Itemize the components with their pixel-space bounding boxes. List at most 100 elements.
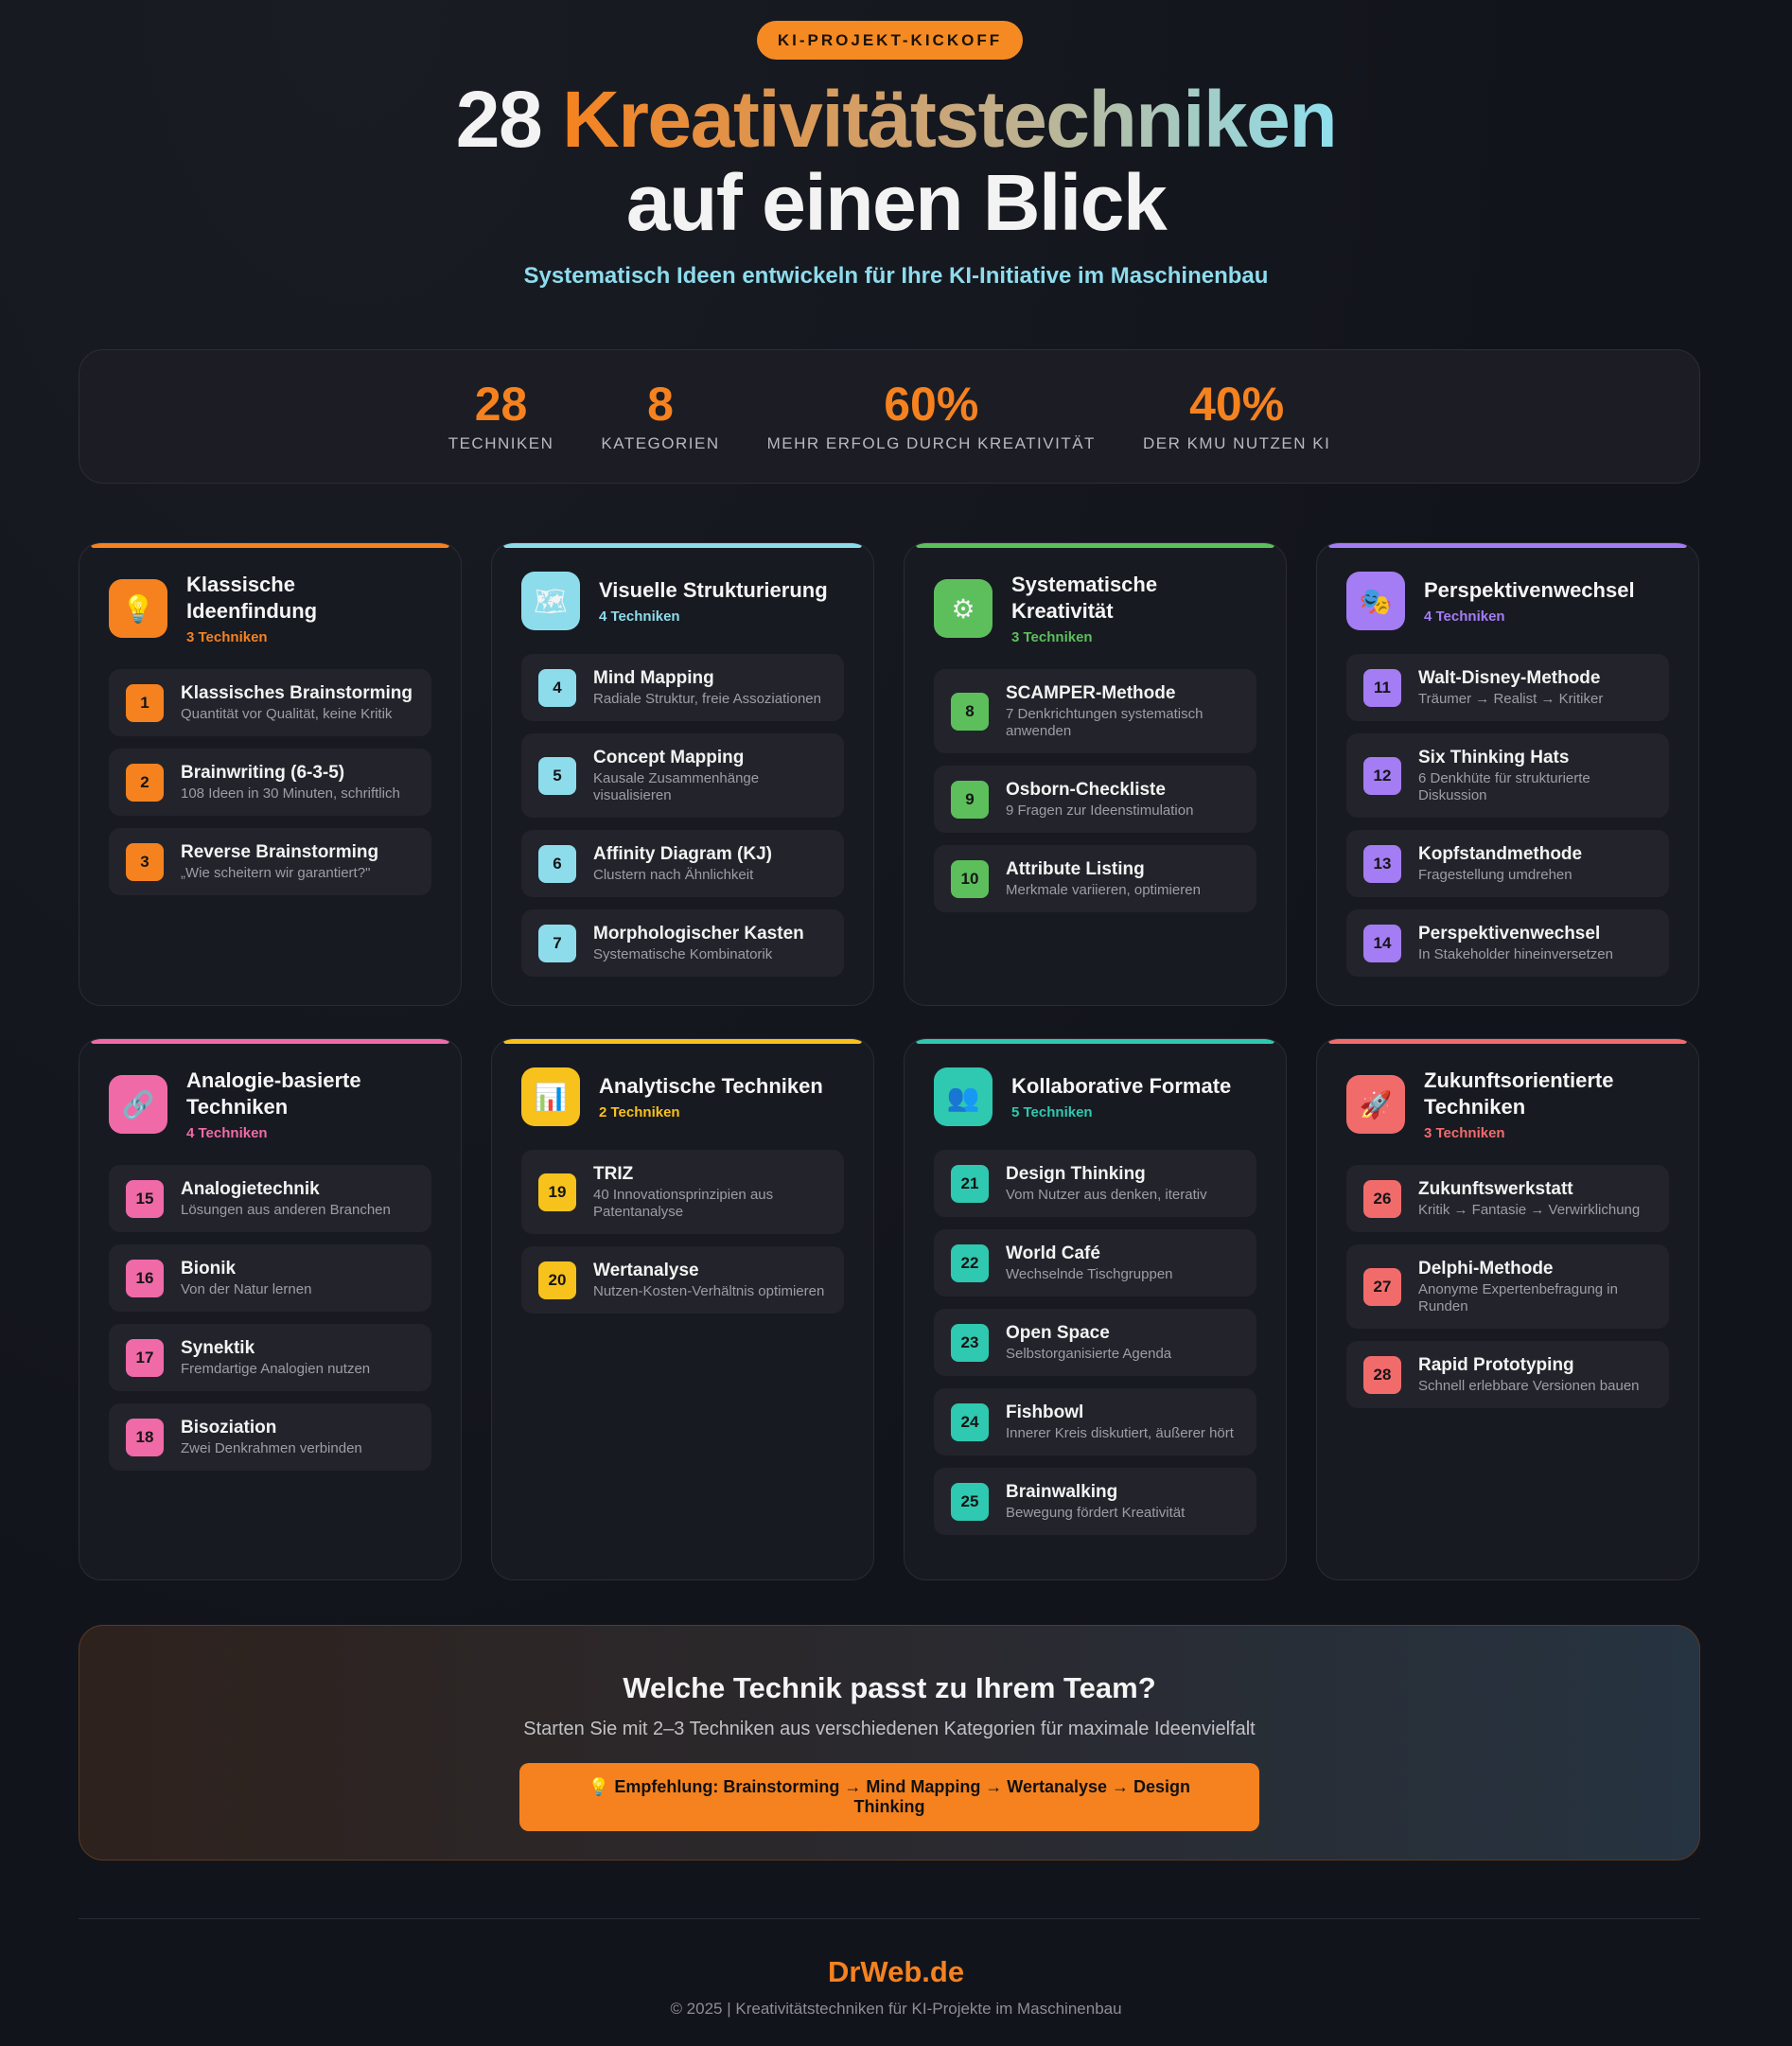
technique-description: Systematische Kombinatorik	[593, 946, 773, 962]
technique-text: Bisoziation Zwei Denkrahmen verbinden	[181, 1417, 362, 1457]
technique-text: Wertanalyse Nutzen-Kosten-Verhältnis opt…	[593, 1260, 824, 1300]
technique-text: Mind Mapping Radiale Struktur, freie Ass…	[593, 667, 821, 708]
technique-item[interactable]: 14 Perspektivenwechsel In Stakeholder hi…	[1346, 909, 1669, 977]
footer-copyright: © 2025 | Kreativitätstechniken für KI-Pr…	[670, 2000, 1122, 2018]
technique-item[interactable]: 28 Rapid Prototyping Schnell erlebbare V…	[1346, 1341, 1669, 1408]
technique-number: 26	[1363, 1179, 1401, 1218]
category-count: 4 Techniken	[186, 1125, 268, 1141]
technique-description: Kritik → Fantasie → Verwirklichung	[1418, 1202, 1641, 1218]
technique-description: Kausale Zusammenhänge visualisieren	[593, 770, 760, 803]
category-header: 🔗 Analogie-basierte Techniken 4 Technike…	[109, 1067, 431, 1141]
technique-item[interactable]: 27 Delphi-Methode Anonyme Expertenbefrag…	[1346, 1244, 1669, 1329]
title-line2: auf einen Blick	[625, 158, 1168, 247]
technique-description: Bewegung fördert Kreativität	[1006, 1505, 1186, 1521]
technique-text: Open Space Selbstorganisierte Agenda	[1006, 1322, 1171, 1363]
technique-item[interactable]: 26 Zukunftswerkstatt Kritik → Fantasie →…	[1346, 1165, 1669, 1232]
technique-item[interactable]: 21 Design Thinking Vom Nutzer aus denken…	[934, 1150, 1256, 1217]
technique-name: Analogietechnik	[181, 1179, 320, 1199]
technique-description: Merkmale variieren, optimieren	[1006, 882, 1201, 898]
technique-number: 11	[1363, 668, 1401, 707]
technique-number: 6	[538, 844, 576, 883]
technique-number: 28	[1363, 1355, 1401, 1394]
technique-item[interactable]: 25 Brainwalking Bewegung fördert Kreativ…	[934, 1468, 1256, 1535]
technique-item[interactable]: 11 Walt-Disney-Methode Träumer → Realist…	[1346, 654, 1669, 721]
technique-name: Perspektivenwechsel	[1418, 924, 1601, 944]
technique-text: Kopfstandmethode Fragestellung umdrehen	[1418, 843, 1582, 884]
technique-description: Zwei Denkrahmen verbinden	[181, 1440, 362, 1456]
technique-text: Design Thinking Vom Nutzer aus denken, i…	[1006, 1163, 1207, 1204]
technique-description: Fragestellung umdrehen	[1418, 867, 1572, 883]
technique-text: Rapid Prototyping Schnell erlebbare Vers…	[1418, 1354, 1640, 1395]
cta-panel: Welche Technik passt zu Ihrem Team? Star…	[79, 1625, 1700, 1861]
technique-item[interactable]: 20 Wertanalyse Nutzen-Kosten-Verhältnis …	[521, 1246, 844, 1314]
technique-number: 19	[538, 1173, 576, 1211]
technique-number: 15	[126, 1179, 164, 1218]
technique-item[interactable]: 7 Morphologischer Kasten Systematische K…	[521, 909, 844, 977]
recommendation-button[interactable]: 💡 Empfehlung: Brainstorming → Mind Mappi…	[519, 1763, 1259, 1831]
technique-item[interactable]: 6 Affinity Diagram (KJ) Clustern nach Äh…	[521, 830, 844, 897]
technique-text: Bionik Von der Natur lernen	[181, 1258, 311, 1298]
technique-item[interactable]: 17 Synektik Fremdartige Analogien nutzen	[109, 1324, 431, 1391]
category-count: 4 Techniken	[599, 609, 680, 625]
category-grid: 💡 Klassische Ideenfindung 3 Techniken 1 …	[79, 542, 1700, 1580]
technique-number: 24	[951, 1402, 989, 1441]
technique-item[interactable]: 9 Osborn-Checkliste 9 Fragen zur Ideenst…	[934, 766, 1256, 833]
category-header: 💡 Klassische Ideenfindung 3 Techniken	[109, 572, 431, 645]
technique-item[interactable]: 2 Brainwriting (6-3-5) 108 Ideen in 30 M…	[109, 749, 431, 816]
stat-value: 60%	[884, 378, 979, 431]
category-heading: Analytische Techniken 2 Techniken	[599, 1073, 823, 1120]
technique-item[interactable]: 4 Mind Mapping Radiale Struktur, freie A…	[521, 654, 844, 721]
title-highlight: Kreativitätstechniken	[562, 75, 1338, 164]
stat-value: 28	[474, 378, 528, 431]
technique-name: Mind Mapping	[593, 668, 714, 688]
technique-item[interactable]: 12 Six Thinking Hats 6 Denkhüte für stru…	[1346, 733, 1669, 818]
category-header: 🗺 Visuelle Strukturierung 4 Techniken	[521, 572, 844, 630]
technique-item[interactable]: 15 Analogietechnik Lösungen aus anderen …	[109, 1165, 431, 1232]
technique-item[interactable]: 18 Bisoziation Zwei Denkrahmen verbinden	[109, 1403, 431, 1471]
footer-divider	[79, 1918, 1700, 1919]
category-heading: Visuelle Strukturierung 4 Techniken	[599, 577, 828, 625]
technique-text: Analogietechnik Lösungen aus anderen Bra…	[181, 1178, 391, 1219]
title-prefix: 28	[455, 75, 563, 164]
category-title: Zukunftsorientierte Techniken	[1424, 1068, 1614, 1119]
subtitle: Systematisch Ideen entwickeln für Ihre K…	[523, 263, 1269, 289]
technique-item[interactable]: 24 Fishbowl Innerer Kreis diskutiert, äu…	[934, 1388, 1256, 1455]
category-header: 🎭 Perspektivenwechsel 4 Techniken	[1346, 572, 1669, 630]
category-card: 💡 Klassische Ideenfindung 3 Techniken 1 …	[79, 542, 462, 1006]
technique-description: Nutzen-Kosten-Verhältnis optimieren	[593, 1283, 825, 1299]
category-header: ⚙ Systematische Kreativität 3 Techniken	[934, 572, 1256, 645]
technique-item[interactable]: 1 Klassisches Brainstorming Quantität vo…	[109, 669, 431, 736]
stat-value: 40%	[1189, 378, 1285, 431]
technique-name: Reverse Brainstorming	[181, 842, 379, 862]
technique-item[interactable]: 13 Kopfstandmethode Fragestellung umdreh…	[1346, 830, 1669, 897]
technique-description: Wechselnde Tischgruppen	[1006, 1266, 1173, 1282]
stats-panel: 28 TECHNIKEN 8 KATEGORIEN 60% MEHR ERFOLG D…	[79, 349, 1700, 484]
category-title: Visuelle Strukturierung	[599, 578, 828, 602]
technique-item[interactable]: 3 Reverse Brainstorming „Wie scheitern w…	[109, 828, 431, 895]
technique-name: Klassisches Brainstorming	[181, 683, 413, 703]
technique-text: TRIZ 40 Innovationsprinzipien aus Patent…	[593, 1163, 827, 1221]
technique-number: 16	[126, 1259, 164, 1297]
technique-description: Träumer → Realist → Kritiker	[1418, 691, 1604, 707]
technique-item[interactable]: 22 World Café Wechselnde Tischgruppen	[934, 1229, 1256, 1296]
technique-number: 23	[951, 1323, 989, 1362]
technique-description: Schnell erlebbare Versionen bauen	[1418, 1378, 1640, 1394]
technique-item[interactable]: 19 TRIZ 40 Innovationsprinzipien aus Pat…	[521, 1150, 844, 1234]
technique-number: 3	[126, 842, 164, 881]
technique-text: Morphologischer Kasten Systematische Kom…	[593, 923, 804, 963]
technique-number: 8	[951, 692, 989, 731]
footer-brand[interactable]: DrWeb.de	[827, 1955, 965, 1988]
technique-item[interactable]: 16 Bionik Von der Natur lernen	[109, 1244, 431, 1312]
technique-item[interactable]: 8 SCAMPER-Methode 7 Denkrichtungen syste…	[934, 669, 1256, 753]
technique-number: 2	[126, 763, 164, 802]
stat-techniken: 28 TECHNIKEN	[448, 379, 554, 453]
technique-number: 7	[538, 924, 576, 962]
gear-icon: ⚙	[934, 579, 993, 638]
technique-number: 13	[1363, 844, 1401, 883]
technique-item[interactable]: 23 Open Space Selbstorganisierte Agenda	[934, 1309, 1256, 1376]
technique-name: Osborn-Checkliste	[1006, 780, 1166, 800]
technique-description: 40 Innovationsprinzipien aus Patentanaly…	[593, 1187, 774, 1220]
technique-item[interactable]: 10 Attribute Listing Merkmale variieren,…	[934, 845, 1256, 912]
category-card: 🎭 Perspektivenwechsel 4 Techniken 11 Wal…	[1316, 542, 1699, 1006]
technique-item[interactable]: 5 Concept Mapping Kausale Zusammenhänge …	[521, 733, 844, 818]
